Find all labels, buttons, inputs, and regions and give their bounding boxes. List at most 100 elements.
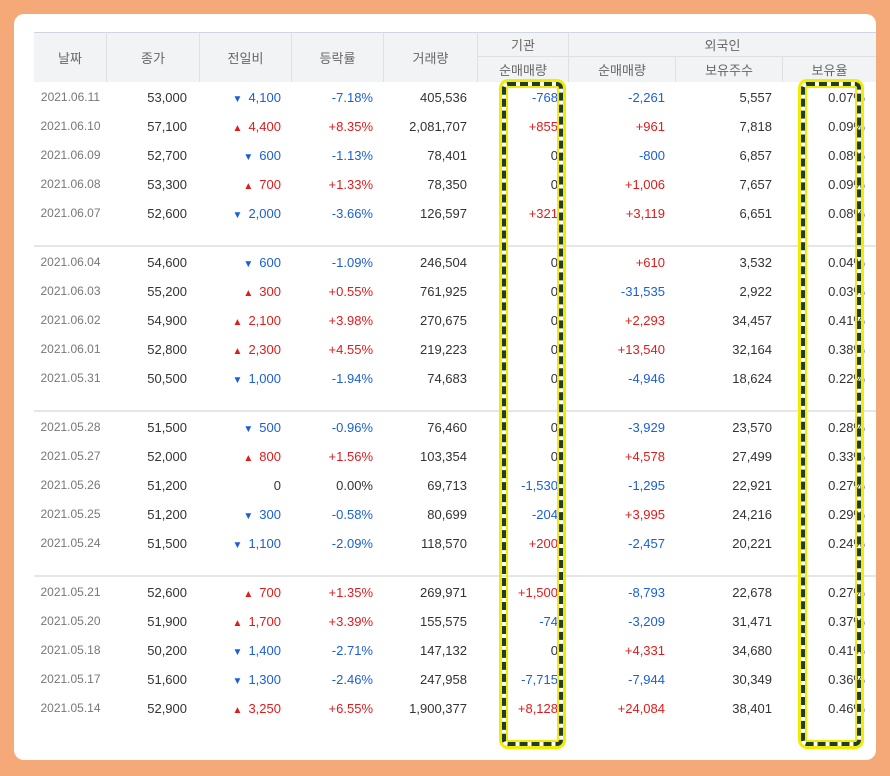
cell-frgn-net: -3,929 bbox=[628, 420, 665, 435]
up-triangle-icon: ▲ bbox=[232, 123, 243, 134]
cell-date: 2021.06.04 bbox=[40, 255, 101, 269]
table-row: 2021.06.07 52,600 ▼ 2,000 -3.66% 126,597 +321 +… bbox=[34, 206, 876, 224]
up-triangle-icon: ▲ bbox=[243, 453, 254, 464]
table-frame: 날짜 종가 전일비 등락률 거래량 기관 순매매량 외국인 순매매량 보유주수 … bbox=[14, 14, 876, 760]
cell-change: 0 bbox=[200, 478, 281, 493]
cell-date: 2021.06.08 bbox=[40, 177, 101, 191]
down-triangle-icon: ▼ bbox=[232, 94, 243, 105]
header-inst-net[interactable]: 순매매량 bbox=[478, 57, 569, 82]
cell-close: 52,900 bbox=[147, 701, 187, 716]
change-value: 1,400 bbox=[248, 643, 281, 658]
cell-inst-net: +8,128 bbox=[517, 701, 558, 716]
cell-frgn-holdings: 7,818 bbox=[739, 119, 772, 134]
cell-date: 2021.06.02 bbox=[40, 313, 101, 327]
cell-close: 51,600 bbox=[147, 672, 187, 687]
change-value: 1,300 bbox=[248, 672, 281, 687]
cell-date: 2021.05.18 bbox=[40, 643, 101, 657]
cell-frgn-ratio: 0.08% bbox=[828, 148, 865, 163]
change-value: 600 bbox=[259, 255, 281, 270]
cell-frgn-ratio: 0.29% bbox=[828, 507, 865, 522]
cell-frgn-ratio: 0.07% bbox=[828, 90, 865, 105]
cell-frgn-ratio: 0.33% bbox=[828, 449, 865, 464]
cell-date: 2021.05.24 bbox=[40, 536, 101, 550]
cell-inst-net: +321 bbox=[528, 206, 558, 221]
cell-frgn-holdings: 32,164 bbox=[732, 342, 772, 357]
cell-frgn-holdings: 31,471 bbox=[732, 614, 772, 629]
cell-frgn-holdings: 18,624 bbox=[732, 371, 772, 386]
header-date[interactable]: 날짜 bbox=[34, 32, 107, 82]
change-value: 4,400 bbox=[248, 119, 281, 134]
cell-frgn-net: -31,535 bbox=[620, 284, 665, 299]
cell-rate: 0.00% bbox=[336, 478, 373, 493]
cell-frgn-holdings: 5,557 bbox=[739, 90, 772, 105]
cell-frgn-holdings: 23,570 bbox=[732, 420, 772, 435]
table-row: 2021.06.09 52,700 ▼ 600 -1.13% 78,401 0 -800 6,8… bbox=[34, 148, 876, 166]
table-row: 2021.06.11 53,000 ▼ 4,100 -7.18% 405,536 -768 -… bbox=[34, 90, 876, 108]
table-row: 2021.05.26 51,200 0 0.00% 69,713 -1,530 -1,295… bbox=[34, 478, 876, 496]
cell-frgn-holdings: 24,216 bbox=[732, 507, 772, 522]
down-triangle-icon: ▼ bbox=[243, 259, 254, 270]
header-rate[interactable]: 등락률 bbox=[292, 32, 384, 82]
cell-frgn-net: +4,331 bbox=[624, 643, 665, 658]
cell-inst-net: 0 bbox=[550, 177, 558, 192]
change-value: 1,100 bbox=[248, 536, 281, 551]
cell-frgn-ratio: 0.09% bbox=[828, 119, 865, 134]
up-triangle-icon: ▲ bbox=[243, 589, 254, 600]
up-triangle-icon: ▲ bbox=[232, 346, 243, 357]
cell-frgn-net: -800 bbox=[638, 148, 665, 163]
down-triangle-icon: ▼ bbox=[232, 540, 243, 551]
change-value: 500 bbox=[259, 420, 281, 435]
cell-inst-net: 0 bbox=[550, 420, 558, 435]
cell-rate: -7.18% bbox=[331, 90, 373, 105]
cell-inst-net: 0 bbox=[550, 449, 558, 464]
cell-frgn-ratio: 0.24% bbox=[828, 536, 865, 551]
cell-inst-net: 0 bbox=[550, 643, 558, 658]
header-close[interactable]: 종가 bbox=[107, 32, 200, 82]
cell-date: 2021.05.31 bbox=[40, 371, 101, 385]
cell-change: ▼ 1,000 bbox=[200, 371, 281, 386]
change-value: 0 bbox=[273, 478, 281, 493]
cell-frgn-net: +4,578 bbox=[624, 449, 665, 464]
cell-frgn-ratio: 0.41% bbox=[828, 643, 865, 658]
cell-volume: 2,081,707 bbox=[409, 119, 467, 134]
cell-change: ▲ 2,100 bbox=[200, 313, 281, 328]
cell-date: 2021.06.09 bbox=[40, 148, 101, 162]
cell-frgn-holdings: 30,349 bbox=[732, 672, 772, 687]
cell-change: ▼ 300 bbox=[200, 507, 281, 522]
down-triangle-icon: ▼ bbox=[243, 511, 254, 522]
cell-change: ▼ 1,400 bbox=[200, 643, 281, 658]
cell-volume: 405,536 bbox=[420, 90, 467, 105]
table-row: 2021.06.08 53,300 ▲ 700 +1.33% 78,350 0 +1,006 7… bbox=[34, 177, 876, 195]
cell-frgn-ratio: 0.27% bbox=[828, 478, 865, 493]
down-triangle-icon: ▼ bbox=[232, 375, 243, 386]
cell-volume: 219,223 bbox=[420, 342, 467, 357]
header-change[interactable]: 전일비 bbox=[200, 32, 292, 82]
cell-rate: -1.94% bbox=[331, 371, 373, 386]
cell-rate: -2.46% bbox=[331, 672, 373, 687]
table-row: 2021.05.28 51,500 ▼ 500 -0.96% 76,460 0 -3,929 2… bbox=[34, 420, 876, 438]
cell-close: 51,200 bbox=[147, 507, 187, 522]
cell-rate: -2.09% bbox=[331, 536, 373, 551]
header-frgn-holdings[interactable]: 보유주수 bbox=[676, 57, 783, 82]
cell-close: 50,200 bbox=[147, 643, 187, 658]
cell-date: 2021.06.11 bbox=[40, 90, 101, 104]
cell-frgn-ratio: 0.22% bbox=[828, 371, 865, 386]
header-frgn-ratio[interactable]: 보유율 bbox=[783, 57, 876, 82]
header-frgn-net[interactable]: 순매매량 bbox=[569, 57, 676, 82]
cell-frgn-holdings: 7,657 bbox=[739, 177, 772, 192]
cell-rate: +4.55% bbox=[328, 342, 373, 357]
cell-frgn-holdings: 20,221 bbox=[732, 536, 772, 551]
table-row: 2021.05.21 52,600 ▲ 700 +1.35% 269,971 +1,500 -… bbox=[34, 585, 876, 603]
cell-volume: 147,132 bbox=[420, 643, 467, 658]
cell-change: ▲ 3,250 bbox=[200, 701, 281, 716]
header-volume[interactable]: 거래량 bbox=[384, 32, 478, 82]
cell-date: 2021.05.20 bbox=[40, 614, 101, 628]
cell-change: ▲ 700 bbox=[200, 585, 281, 600]
cell-close: 52,800 bbox=[147, 342, 187, 357]
cell-frgn-holdings: 22,921 bbox=[732, 478, 772, 493]
cell-change: ▲ 2,300 bbox=[200, 342, 281, 357]
cell-change: ▼ 1,100 bbox=[200, 536, 281, 551]
up-triangle-icon: ▲ bbox=[232, 705, 243, 716]
change-value: 3,250 bbox=[248, 701, 281, 716]
cell-volume: 247,958 bbox=[420, 672, 467, 687]
